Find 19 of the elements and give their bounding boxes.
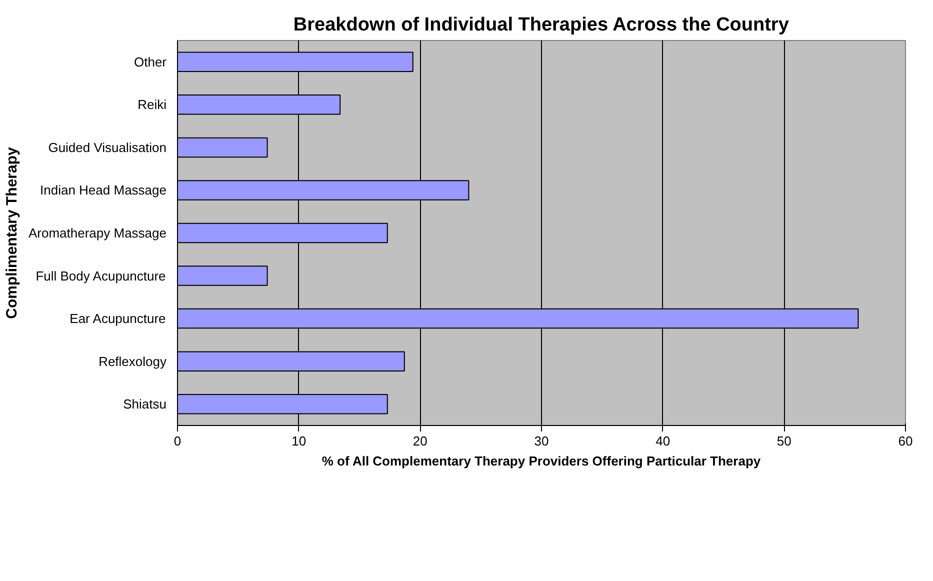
- x-tick-label: 40: [656, 434, 670, 448]
- x-tick-label: 10: [292, 434, 306, 448]
- y-tick-label: Reflexology: [98, 354, 167, 369]
- y-tick-label: Aromatherapy Massage: [28, 226, 167, 240]
- x-tick-label: 0: [174, 434, 182, 448]
- x-tick-label: 60: [898, 434, 913, 448]
- x-tick-label: 30: [534, 434, 549, 448]
- y-axis-title: Complimentary Therapy: [3, 146, 20, 319]
- x-axis-title: % of All Complementary Therapy Providers Offering Particular Therapy: [322, 454, 762, 468]
- y-tick-label: Guided Visualisation: [48, 140, 167, 155]
- y-tick-label: Full Body Acupuncture: [36, 268, 166, 284]
- y-tick-label: Indian Head Massage: [40, 182, 167, 198]
- y-tick-label: Ear Acupuncture: [70, 311, 166, 326]
- x-tick-label: 50: [776, 434, 792, 448]
- y-tick-label: Other: [134, 54, 168, 70]
- y-tick-label: Reiki: [138, 97, 167, 112]
- x-tick-label: 20: [412, 434, 428, 448]
- chart-title: Breakdown of Individual Therapies Across the Country: [293, 14, 790, 36]
- y-tick-label: Shiatsu: [123, 396, 167, 412]
